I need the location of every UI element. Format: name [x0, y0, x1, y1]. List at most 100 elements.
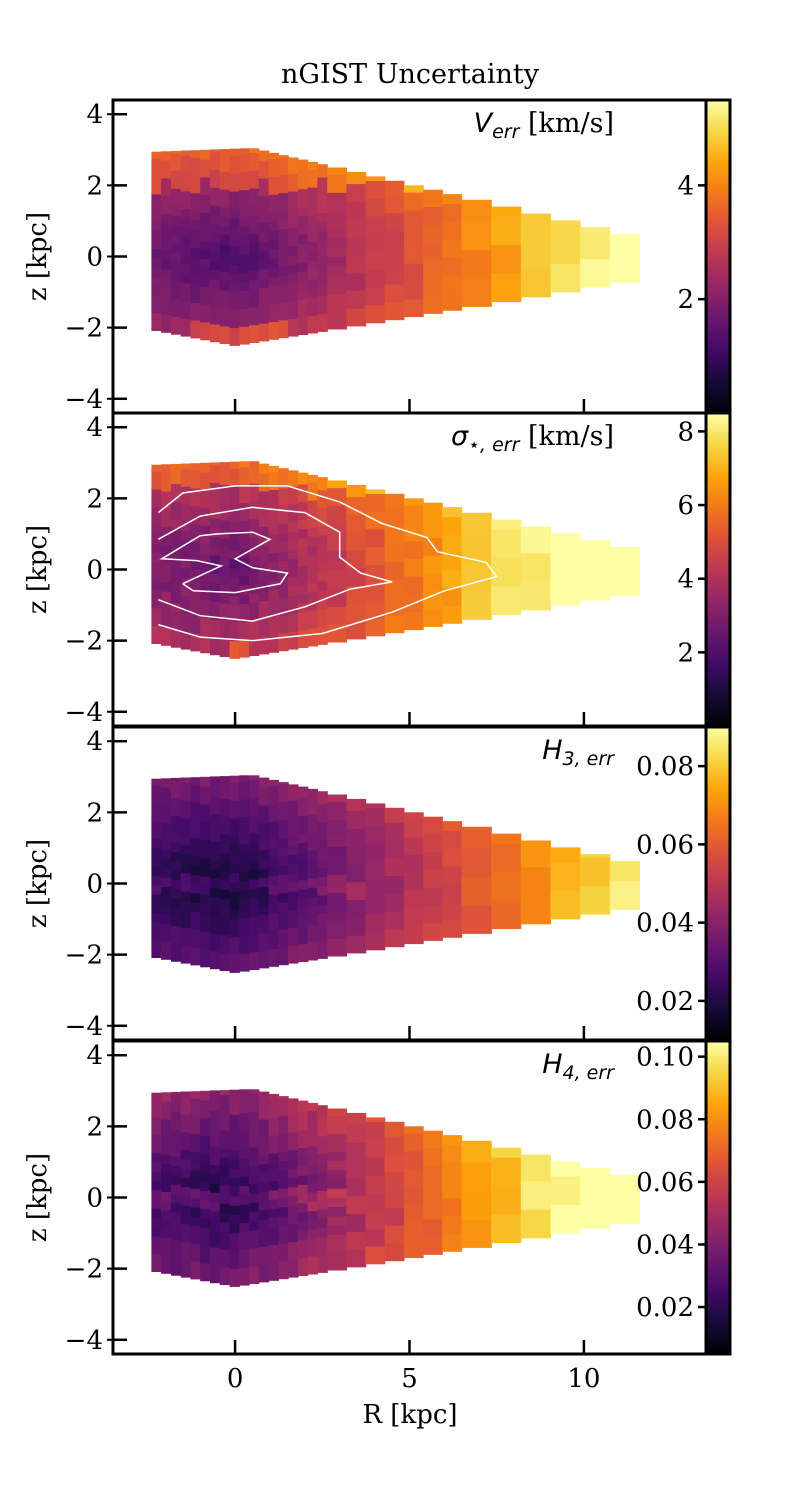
heatmap-cell	[403, 280, 424, 300]
heatmap-cell	[423, 206, 443, 225]
heatmap-cell	[190, 192, 201, 212]
heatmap-cell	[258, 804, 270, 824]
heatmap-cell	[258, 1182, 270, 1192]
heatmap-cell	[307, 315, 318, 334]
heatmap-cell	[307, 161, 318, 170]
heatmap-cell	[297, 280, 309, 291]
heatmap-cell	[180, 1259, 192, 1278]
heatmap-cell	[258, 914, 270, 933]
heatmap-cell	[190, 1179, 201, 1189]
heatmap-cell	[442, 221, 463, 240]
heatmap-cell	[229, 863, 240, 874]
heatmap-cell	[288, 835, 299, 846]
heatmap-cell	[151, 543, 162, 553]
heatmap-cell	[161, 858, 172, 869]
heatmap-cell	[210, 500, 221, 519]
heatmap-cell	[268, 507, 279, 526]
heatmap-cell	[239, 1166, 250, 1177]
heatmap-cell	[288, 1131, 299, 1151]
heatmap-cell	[151, 1253, 162, 1272]
heatmap-cell	[297, 170, 309, 190]
heatmap-cell	[151, 1235, 162, 1255]
heatmap-cell	[249, 306, 260, 326]
y-tick-label: 0	[86, 1184, 103, 1214]
heatmap-cell	[288, 817, 299, 837]
colorbar-tick-label: 0.04	[636, 909, 694, 939]
heatmap-cell	[403, 263, 424, 282]
heatmap-cell	[327, 920, 347, 939]
heatmap-cell	[190, 542, 201, 552]
heatmap-cell	[190, 865, 201, 875]
heatmap-cell	[170, 1093, 182, 1113]
heatmap-cell	[580, 258, 611, 288]
heatmap-cell	[161, 1101, 172, 1120]
y-tick-label: 4	[86, 413, 103, 443]
heatmap-cell	[151, 785, 162, 804]
heatmap-cell	[249, 152, 260, 171]
heatmap-cell	[317, 544, 328, 554]
heatmap-cell	[307, 1110, 318, 1129]
heatmap-cell	[278, 1115, 289, 1135]
heatmap-cell	[384, 493, 405, 509]
heatmap-cell	[249, 592, 260, 603]
heatmap-cell	[268, 903, 279, 914]
heatmap-cell	[180, 817, 192, 837]
heatmap-cell	[317, 277, 328, 287]
heatmap-cell	[317, 894, 328, 905]
heatmap-cell	[229, 1149, 240, 1160]
heatmap-cell	[249, 888, 260, 899]
heatmap-cell	[317, 1208, 328, 1219]
heatmap-cell	[229, 775, 240, 783]
heatmap-cell	[200, 277, 211, 287]
heatmap-cell	[249, 1265, 260, 1284]
heatmap-cell	[151, 1152, 162, 1163]
y-axis-label: z [kpc]	[23, 839, 53, 928]
heatmap-cell	[249, 252, 260, 262]
heatmap-cell	[317, 1199, 328, 1210]
heatmap-cell	[297, 159, 309, 172]
heatmap-cell	[278, 855, 289, 866]
heatmap-cell	[229, 245, 240, 256]
heatmap-cell	[423, 887, 443, 906]
heatmap-cell	[327, 228, 347, 239]
heatmap-cell	[423, 1147, 443, 1166]
heatmap-cell	[161, 213, 172, 224]
heatmap-cell	[200, 590, 211, 600]
heatmap-cell	[151, 276, 162, 287]
heatmap-cell	[190, 487, 201, 507]
heatmap-cell	[327, 624, 347, 643]
heatmap-cell	[403, 1168, 424, 1187]
heatmap-cell	[297, 188, 309, 207]
heatmap-cell	[365, 843, 386, 862]
heatmap-cell	[491, 244, 522, 274]
heatmap-cell	[161, 1191, 172, 1202]
heatmap-cell	[219, 889, 231, 900]
colorbar-tick-label: 2	[677, 638, 694, 668]
heatmap-cell	[461, 847, 492, 877]
heatmap-cell	[268, 158, 279, 177]
heatmap-cell	[297, 925, 309, 945]
heatmap-cell	[327, 532, 347, 543]
heatmap-cell	[190, 588, 201, 598]
y-tick-label: 2	[86, 171, 103, 201]
heatmap-cell	[384, 561, 405, 580]
heatmap-cell	[190, 597, 201, 616]
heatmap-cell	[327, 311, 347, 330]
heatmap-cell	[151, 803, 162, 822]
heatmap-cell	[288, 863, 299, 874]
heatmap-cell	[219, 462, 231, 468]
heatmap-cell	[161, 1182, 172, 1192]
heatmap-cell	[170, 206, 182, 216]
heatmap-cell	[210, 1264, 221, 1284]
heatmap-cell	[258, 1246, 270, 1265]
heatmap-cell	[161, 1255, 172, 1274]
heatmap-cell	[307, 796, 318, 815]
heatmap-cell	[239, 917, 250, 936]
heatmap-cell	[403, 1239, 424, 1259]
heatmap-cell	[180, 854, 192, 864]
heatmap-cell	[384, 180, 405, 196]
heatmap-cell	[190, 856, 201, 866]
heatmap-cell	[229, 586, 240, 597]
heatmap-cell	[180, 1114, 192, 1133]
heatmap-cell	[210, 527, 221, 537]
